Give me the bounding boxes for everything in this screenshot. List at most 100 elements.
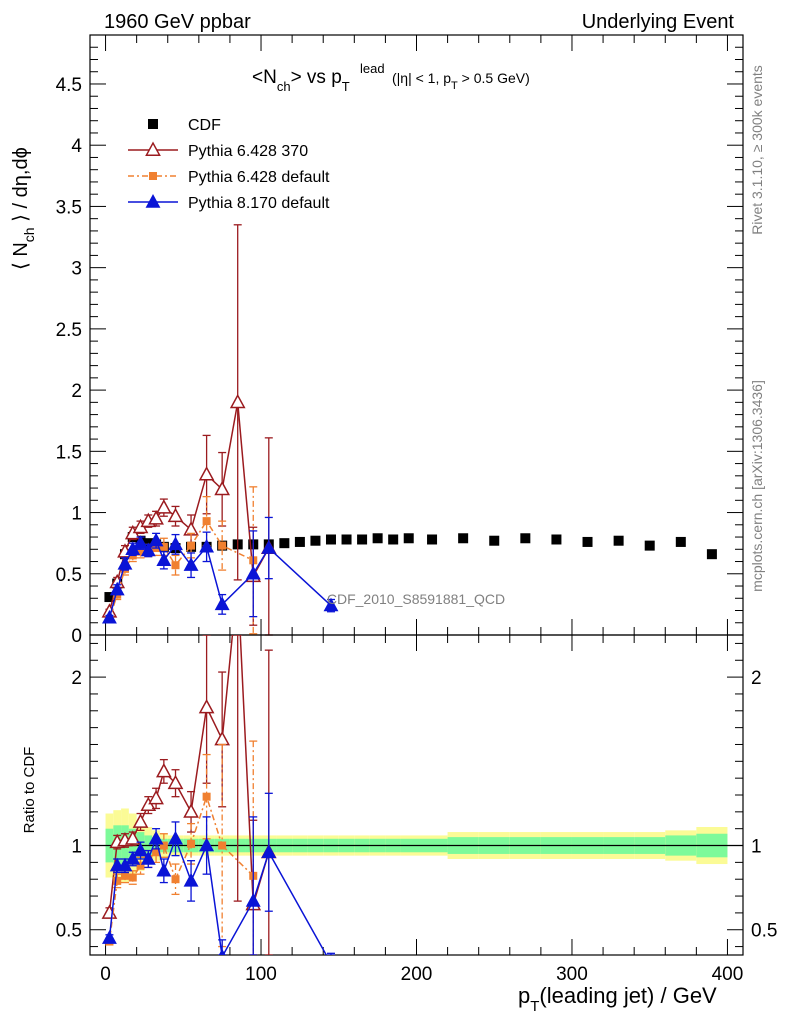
data-point	[310, 535, 321, 546]
data-point	[706, 549, 717, 560]
data-point	[229, 393, 246, 409]
data-point	[156, 552, 172, 567]
data-point	[159, 542, 168, 551]
svg-text:(|η| < 1, pT > 0.5 GeV): (|η| < 1, pT > 0.5 GeV)	[392, 70, 530, 92]
ratio-data-point	[120, 871, 129, 880]
data-point	[187, 541, 196, 550]
ratio-data-point	[148, 830, 164, 845]
x-tick-label: 200	[401, 964, 433, 985]
data-point	[458, 533, 469, 544]
ratio-data-point	[187, 839, 196, 848]
svg-text:<Nch> vs pT: <Nch> vs pT	[252, 67, 350, 94]
data-point	[341, 534, 352, 545]
ratio-panel-frame	[89, 634, 744, 956]
header-left-title: 1960 GeV ppbar	[104, 11, 251, 33]
data-point	[403, 533, 414, 544]
ratio-data-point	[202, 792, 211, 801]
ratio-data-point	[140, 851, 156, 865]
ratio-y-tick-label-right: 1	[751, 837, 762, 858]
legend-marker	[149, 172, 157, 180]
data-point	[582, 536, 593, 547]
y-tick-label: 1.5	[56, 442, 82, 463]
ratio-data-point	[214, 730, 231, 746]
y-tick-label: 2	[71, 381, 82, 402]
data-point	[136, 547, 145, 556]
ratio-y-tick-label: 2	[71, 668, 82, 689]
ratio-data-point	[167, 774, 184, 790]
legend-label: Pythia 8.170 default	[188, 195, 330, 212]
y-tick-label: 4	[71, 136, 82, 157]
y-tick-label: 1	[71, 504, 82, 525]
ratio-y-tick-label: 1	[71, 837, 82, 858]
ratio-y-axis-label: Ratio to CDF	[21, 747, 38, 834]
data-point	[133, 535, 148, 549]
rivet-version-label: Rivet 3.1.10, ≥ 300k events	[749, 65, 765, 235]
ratio-data-point	[183, 803, 199, 818]
ratio-data-point	[101, 904, 118, 919]
main-panel: 0 0.5 1 1.5 2 2.5 3 3.5 4 4.5 CDF_2010_S8591881_Q…	[10, 34, 744, 647]
data-point	[148, 532, 164, 547]
legend-marker	[148, 119, 158, 129]
data-point	[183, 557, 199, 571]
ratio-data-point	[156, 862, 172, 877]
ratio-data-point	[136, 861, 145, 870]
ratio-y-tick-label: 0.5	[56, 921, 82, 942]
data-point	[388, 534, 399, 545]
ratio-data-point	[155, 762, 172, 778]
legend-entry-pythia-6-428-370: Pythia 6.428 370	[128, 141, 308, 160]
ratio-data-point	[128, 873, 137, 882]
series-pythia-8-170-default	[101, 516, 339, 624]
ratio-data-point	[101, 930, 117, 944]
ratio-y-tick-label-right: 2	[751, 668, 762, 689]
y-tick-label: 0	[71, 626, 82, 647]
legend-entry-pythia-6-428-default: Pythia 6.428 default	[128, 169, 330, 186]
y-tick-label: 4.5	[56, 75, 82, 96]
ratio-data-point	[148, 789, 164, 805]
legend-marker	[145, 141, 161, 156]
x-tick-label: 300	[556, 964, 588, 985]
ratio-data-point	[218, 948, 226, 955]
data-point	[202, 517, 211, 526]
ratio-y-tick-label-right: 0.5	[751, 921, 777, 942]
ratio-data-point	[117, 857, 133, 872]
data-point	[427, 534, 438, 545]
ratio-data-point	[168, 830, 183, 845]
ratio-data-point	[152, 848, 161, 857]
data-point	[323, 597, 339, 612]
ratio-data-point	[199, 837, 215, 852]
data-point	[218, 541, 227, 550]
legend-entry-pythia-8-170-default: Pythia 8.170 default	[128, 194, 330, 212]
data-point	[551, 534, 562, 545]
ratio-panel: 0.5 0.5 1 1 2 2 0 100 200 300 400 Ratio to CDF pT(…	[21, 634, 777, 1015]
ratio-data-point	[159, 841, 168, 850]
data-point	[489, 535, 500, 546]
ratio-series-pythia-6-428-370	[101, 635, 277, 955]
data-point	[675, 536, 686, 547]
data-point	[357, 534, 368, 545]
data-point	[520, 533, 531, 544]
ratio-data-point	[218, 841, 227, 850]
ratio-data-point	[183, 872, 199, 887]
ratio-data-point	[198, 698, 215, 714]
data-point	[101, 609, 117, 624]
data-point	[325, 534, 336, 545]
data-point	[261, 540, 277, 554]
ratio-data-point	[124, 830, 141, 845]
data-point	[214, 480, 231, 496]
data-point	[199, 538, 215, 553]
svg-text:lead: lead	[360, 61, 385, 76]
data-point	[214, 596, 230, 611]
data-point	[171, 561, 180, 570]
data-point	[167, 507, 184, 523]
ratio-data-point	[125, 851, 141, 865]
data-point	[613, 535, 624, 546]
legend-label: Pythia 6.428 default	[188, 169, 330, 186]
x-tick-label: 0	[100, 964, 111, 985]
ratio-data-point	[324, 956, 337, 968]
ratio-data-point	[113, 876, 122, 885]
data-point	[279, 538, 290, 549]
x-tick-label: 100	[245, 964, 277, 985]
y-tick-label: 3	[71, 259, 82, 280]
svg-text:⟨ Nch ⟩ / dη,dϕ: ⟨ Nch ⟩ / dη,dϕ	[10, 147, 37, 270]
y-tick-label: 3.5	[56, 197, 82, 218]
